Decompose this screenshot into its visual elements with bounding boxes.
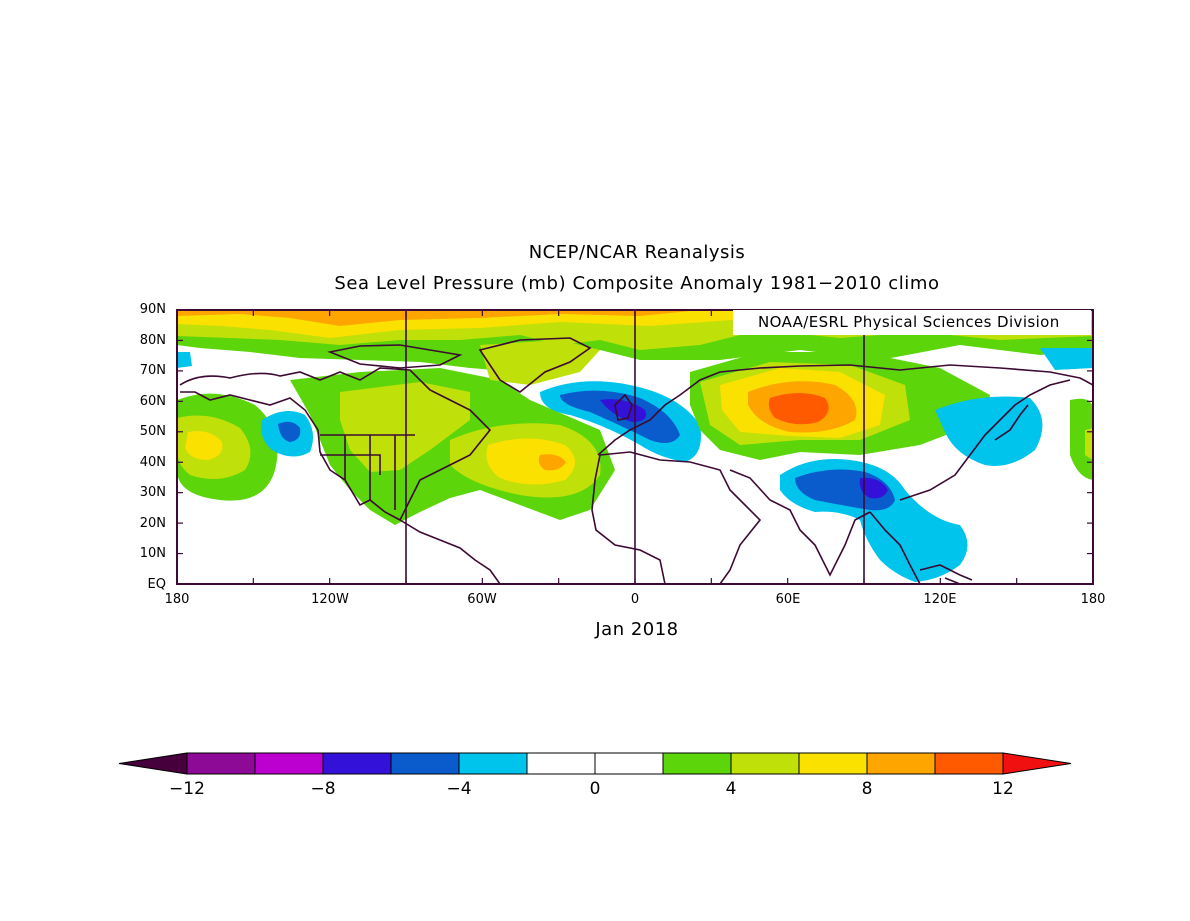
colorbar-swatch <box>186 752 256 775</box>
colorbar-swatch <box>322 752 392 775</box>
colorbar-swatch <box>730 752 800 775</box>
anomaly-bering-6 <box>1085 428 1093 460</box>
anomaly-wpac-negative <box>177 352 192 368</box>
coast-east-asia <box>869 379 1071 584</box>
anomaly-bering-positive <box>1070 398 1093 480</box>
anomaly-arctic-east-negative <box>1040 348 1093 370</box>
anomaly-atl-8 <box>486 438 575 485</box>
colorbar-swatch <box>526 752 596 775</box>
colorbar-label-8: 8 <box>861 779 873 799</box>
period-label: Jan 2018 <box>595 619 679 640</box>
anomaly-atl-10 <box>538 454 566 471</box>
colorbar-swatch <box>594 752 664 775</box>
anomaly-greenland-6 <box>480 340 600 385</box>
anomaly-goa-6 <box>278 421 301 442</box>
coast-europe <box>597 364 1093 456</box>
coast-greenland <box>478 337 592 393</box>
lat-label-30n: 30N <box>139 485 166 500</box>
us-border <box>320 434 415 510</box>
colorbar-label-0: 0 <box>589 779 601 799</box>
lat-label-20n: 20N <box>139 516 166 531</box>
lon-label-180w: 180 <box>164 592 190 607</box>
colorbar-label-4: 4 <box>725 779 737 799</box>
colorbar-swatch <box>458 752 528 775</box>
lat-label-80n: 80N <box>139 333 166 348</box>
coastlines <box>179 337 1093 584</box>
coast-arabia-india <box>729 469 871 577</box>
lon-label-120w: 120W <box>311 592 349 607</box>
lat-label-10n: 10N <box>139 546 166 561</box>
anomaly-npac-8 <box>185 431 223 460</box>
map-subtitle: Sea Level Pressure (mb) Composite Anomal… <box>334 273 940 294</box>
lat-label-60n: 60N <box>139 394 166 409</box>
coast-central-america <box>399 519 501 584</box>
lat-label-eq: EQ <box>147 577 166 592</box>
coast-japan <box>994 404 1029 441</box>
lat-label-70n: 70N <box>139 363 166 378</box>
colorbar-label-minus-8: −8 <box>310 779 336 799</box>
lat-label-40n: 40N <box>139 455 166 470</box>
anomaly-asia-8 <box>859 477 888 499</box>
colorbar-swatch <box>934 752 1004 775</box>
coast-uk <box>614 393 633 421</box>
lat-label-90n: 90N <box>139 302 166 317</box>
colorbar-max-arrow <box>1002 752 1072 775</box>
anomaly-na-6 <box>340 382 470 472</box>
colorbar-label-minus-4: −4 <box>446 779 472 799</box>
colorbar <box>118 752 1072 775</box>
lon-label-60w: 60W <box>467 592 497 607</box>
lat-label-50n: 50N <box>139 424 166 439</box>
lon-label-180e: 180 <box>1080 592 1106 607</box>
colorbar-swatch <box>254 752 324 775</box>
credit-box <box>733 310 1091 335</box>
colorbar-swatch <box>390 752 460 775</box>
coast-arctic-islands <box>327 344 463 369</box>
colorbar-min-arrow <box>118 752 188 775</box>
lon-label-0: 0 <box>630 592 640 607</box>
colorbar-swatch <box>866 752 936 775</box>
colorbar-label-minus-12: −12 <box>169 779 205 799</box>
lon-label-120e: 120E <box>923 592 957 607</box>
credit-label: NOAA/ESRL Physical Sciences Division <box>758 313 1060 331</box>
colorbar-swatch <box>662 752 732 775</box>
colorbar-label-12: 12 <box>992 779 1014 799</box>
lon-label-60e: 60E <box>775 592 801 607</box>
anomaly-siberia-12 <box>768 393 829 425</box>
coast-north-america <box>179 367 492 522</box>
colorbar-swatch <box>798 752 868 775</box>
coast-africa <box>591 451 762 584</box>
anomaly-arctic-8-10 <box>177 310 700 326</box>
map-title: NCEP/NCAR Reanalysis <box>528 242 746 263</box>
